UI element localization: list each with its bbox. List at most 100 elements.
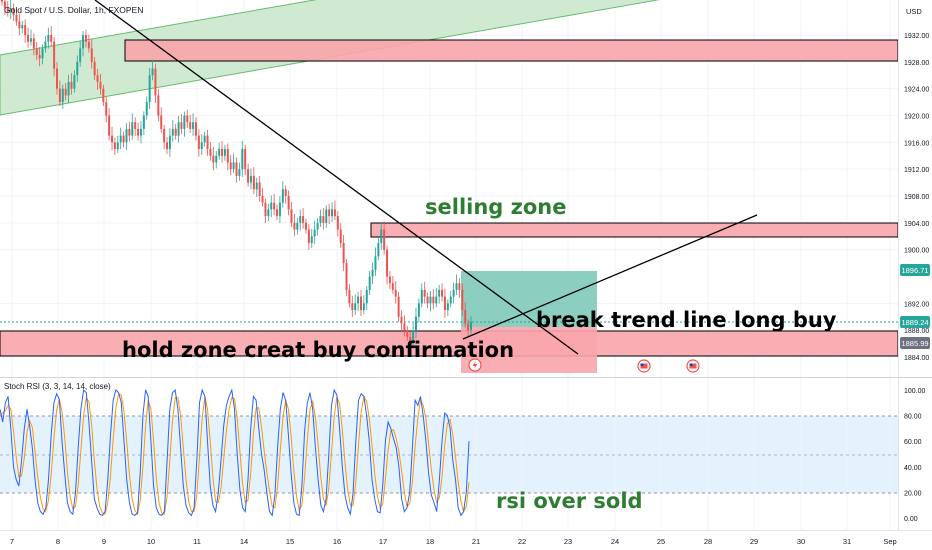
candle <box>267 203 270 222</box>
candle <box>467 319 470 338</box>
candle <box>206 129 209 156</box>
candle <box>56 62 59 95</box>
time-tick-label: 25 <box>657 537 665 546</box>
candle <box>310 229 313 248</box>
candle <box>357 291 360 312</box>
time-tick-label: 23 <box>564 537 572 546</box>
candle <box>464 301 467 328</box>
time-tick-label: Sep <box>883 537 896 546</box>
candle <box>137 122 140 141</box>
candle <box>41 44 44 65</box>
symbol-title[interactable]: Gold Spot / U.S. Dollar, 1h, FXOPEN <box>4 5 143 15</box>
candle <box>276 204 279 221</box>
candle <box>244 145 247 176</box>
rsi-k-line <box>0 388 470 517</box>
currency-label[interactable]: USD <box>906 7 922 16</box>
candle <box>446 299 449 316</box>
candle <box>365 285 368 311</box>
time-tick-label: 16 <box>333 537 341 546</box>
candle <box>15 8 18 26</box>
candle <box>142 111 145 135</box>
candle <box>342 234 345 271</box>
time-tick-label: 11 <box>193 537 201 546</box>
svg-text:1885.99: 1885.99 <box>901 339 928 348</box>
price-tick-label: 1924.00 <box>904 87 929 94</box>
candle <box>307 223 310 250</box>
candle <box>391 275 394 294</box>
candle <box>6 0 9 17</box>
time-tick-label: 7 <box>10 537 14 546</box>
candle <box>168 128 171 157</box>
candle <box>258 176 261 202</box>
svg-text:1889.24: 1889.24 <box>901 318 928 327</box>
candle <box>131 113 134 140</box>
candle <box>38 47 41 67</box>
time-tick-label: 22 <box>518 537 526 546</box>
candle <box>284 185 287 204</box>
candle <box>452 282 455 304</box>
rsi-axis[interactable]: 100.00 80.00 60.00 40.00 20.00 0.00 <box>904 388 926 523</box>
candle <box>29 29 32 46</box>
candle <box>79 40 82 67</box>
candle <box>290 202 293 227</box>
candle <box>461 283 464 316</box>
candle <box>157 88 160 122</box>
candle <box>409 331 412 351</box>
candle <box>154 63 157 104</box>
selling-zone-box <box>370 222 899 238</box>
time-tick-label: 14 <box>240 537 248 546</box>
price-tick-label: 1932.00 <box>904 33 929 40</box>
upper-supply-zone <box>124 39 899 62</box>
position-loss-area <box>461 327 597 373</box>
candle <box>377 238 380 261</box>
price-axis[interactable]: 1932.00 1928.00 1924.00 1920.00 1916.00 1912.… <box>904 33 929 362</box>
candle <box>122 131 125 148</box>
us-flag-icon[interactable] <box>637 359 651 373</box>
candle <box>113 137 116 155</box>
candle <box>252 167 255 195</box>
candle <box>186 109 189 129</box>
candle <box>47 27 50 49</box>
candle <box>374 247 377 276</box>
candle <box>9 0 12 20</box>
candle <box>64 83 67 101</box>
candle <box>183 111 186 137</box>
candle <box>432 289 435 310</box>
lightning-icon[interactable] <box>468 358 482 372</box>
candle <box>105 96 108 123</box>
candle <box>261 187 264 207</box>
target-price-label: 1896.71 <box>900 264 930 276</box>
price-tick-label: 1900.00 <box>904 248 929 255</box>
candle <box>151 59 154 81</box>
time-tick-label: 30 <box>797 537 805 546</box>
rsi-tick-label: 100.00 <box>904 388 926 395</box>
last-price-label: 1889.24 <box>900 316 930 328</box>
candle <box>386 245 389 285</box>
candle <box>328 203 331 224</box>
candle <box>455 274 458 295</box>
candle <box>441 283 444 302</box>
rsi-title[interactable]: Stoch RSI (3, 3, 14, 14, close) <box>4 382 111 391</box>
time-tick-label: 17 <box>379 537 387 546</box>
time-tick-label: 8 <box>56 537 60 546</box>
candle <box>99 73 102 95</box>
candle <box>84 29 87 48</box>
candle <box>128 121 131 142</box>
candle <box>163 124 166 150</box>
rsi-tick-label: 40.00 <box>904 465 922 472</box>
candle <box>420 283 423 308</box>
candle <box>82 30 85 57</box>
demand-zone-box <box>0 330 899 357</box>
candle <box>111 126 114 151</box>
candle <box>287 190 290 216</box>
candle <box>316 218 319 236</box>
candle <box>108 108 111 141</box>
candle <box>400 310 403 332</box>
candle <box>336 211 339 237</box>
candle <box>35 41 38 61</box>
candlestick-series <box>1 0 472 351</box>
us-flag-icon[interactable] <box>686 359 700 373</box>
time-axis[interactable]: 7 8 9 10 11 14 15 16 17 18 21 22 23 24 25 28 29 30 31 Sep <box>10 537 897 546</box>
candle <box>333 200 336 221</box>
candle <box>125 123 128 151</box>
